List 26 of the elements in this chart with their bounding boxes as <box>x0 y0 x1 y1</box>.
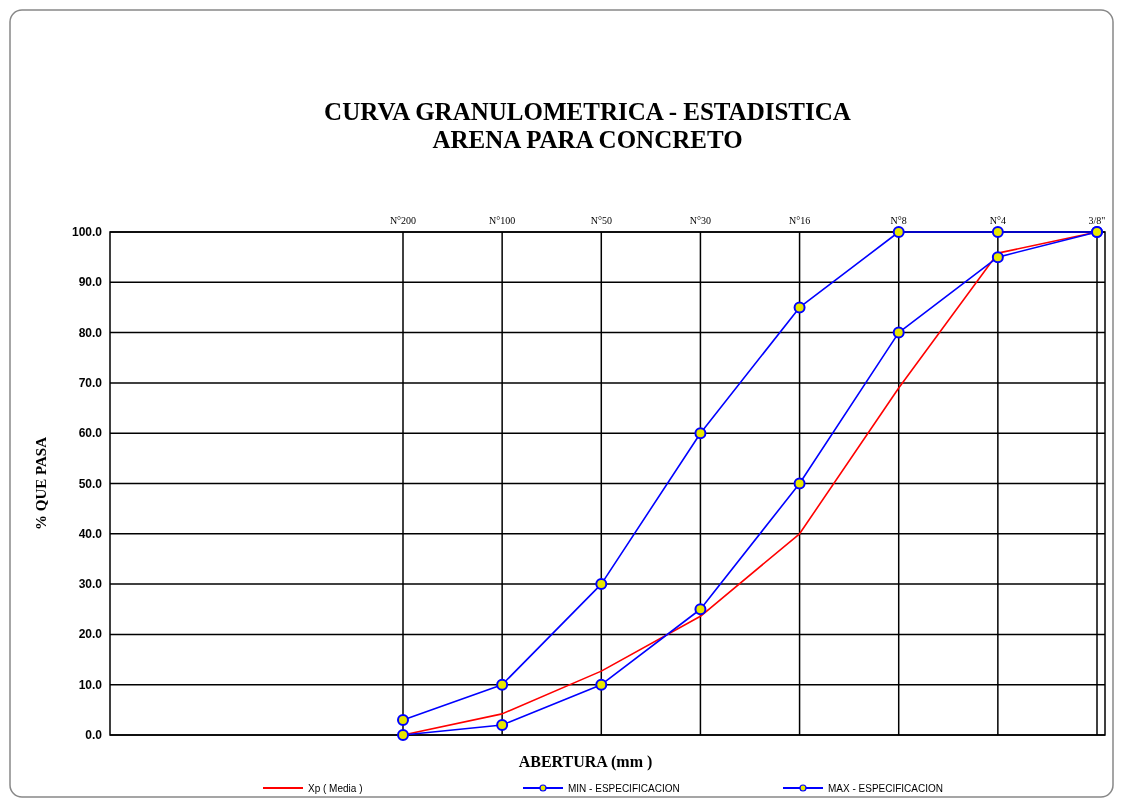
y-tick-label: 100.0 <box>71 225 103 239</box>
y-tick-label: 0.0 <box>85 728 103 742</box>
y-tick-label: 90.0 <box>78 275 103 290</box>
x-tick-label: 3/8" <box>1088 215 1106 226</box>
x-tick-label: N°100 <box>489 215 516 226</box>
y-tick-label: 60.0 <box>78 426 103 441</box>
y-tick-label: 20.0 <box>78 627 103 642</box>
legend-label: Xp ( Media ) <box>308 782 363 794</box>
y-tick-label: 80.0 <box>78 325 103 340</box>
chart-subtitle: ARENA PARA CONCRETO <box>432 126 743 153</box>
x-tick-label: N°50 <box>590 215 612 226</box>
chart-title: CURVA GRANULOMETRICA - ESTADISTICA <box>324 98 851 125</box>
x-axis-title: ABERTURA (mm ) <box>518 753 653 771</box>
legend-label: MAX - ESPECIFICACION <box>828 782 944 794</box>
y-tick-label: 40.0 <box>78 526 103 541</box>
x-tick-label: N°200 <box>389 215 417 226</box>
y-tick-label: 70.0 <box>78 375 103 390</box>
x-tick-label: N°30 <box>689 215 712 226</box>
x-tick-label: N°16 <box>788 215 811 226</box>
x-tick-label: N°4 <box>989 215 1006 226</box>
y-tick-label: 50.0 <box>78 476 103 491</box>
y-tick-label: 30.0 <box>78 577 103 592</box>
legend-label: MIN - ESPECIFICACION <box>568 782 680 794</box>
y-tick-label: 10.0 <box>78 677 103 692</box>
x-tick-label: N°8 <box>890 215 907 226</box>
y-axis-title: % QUE PASA <box>33 436 49 531</box>
